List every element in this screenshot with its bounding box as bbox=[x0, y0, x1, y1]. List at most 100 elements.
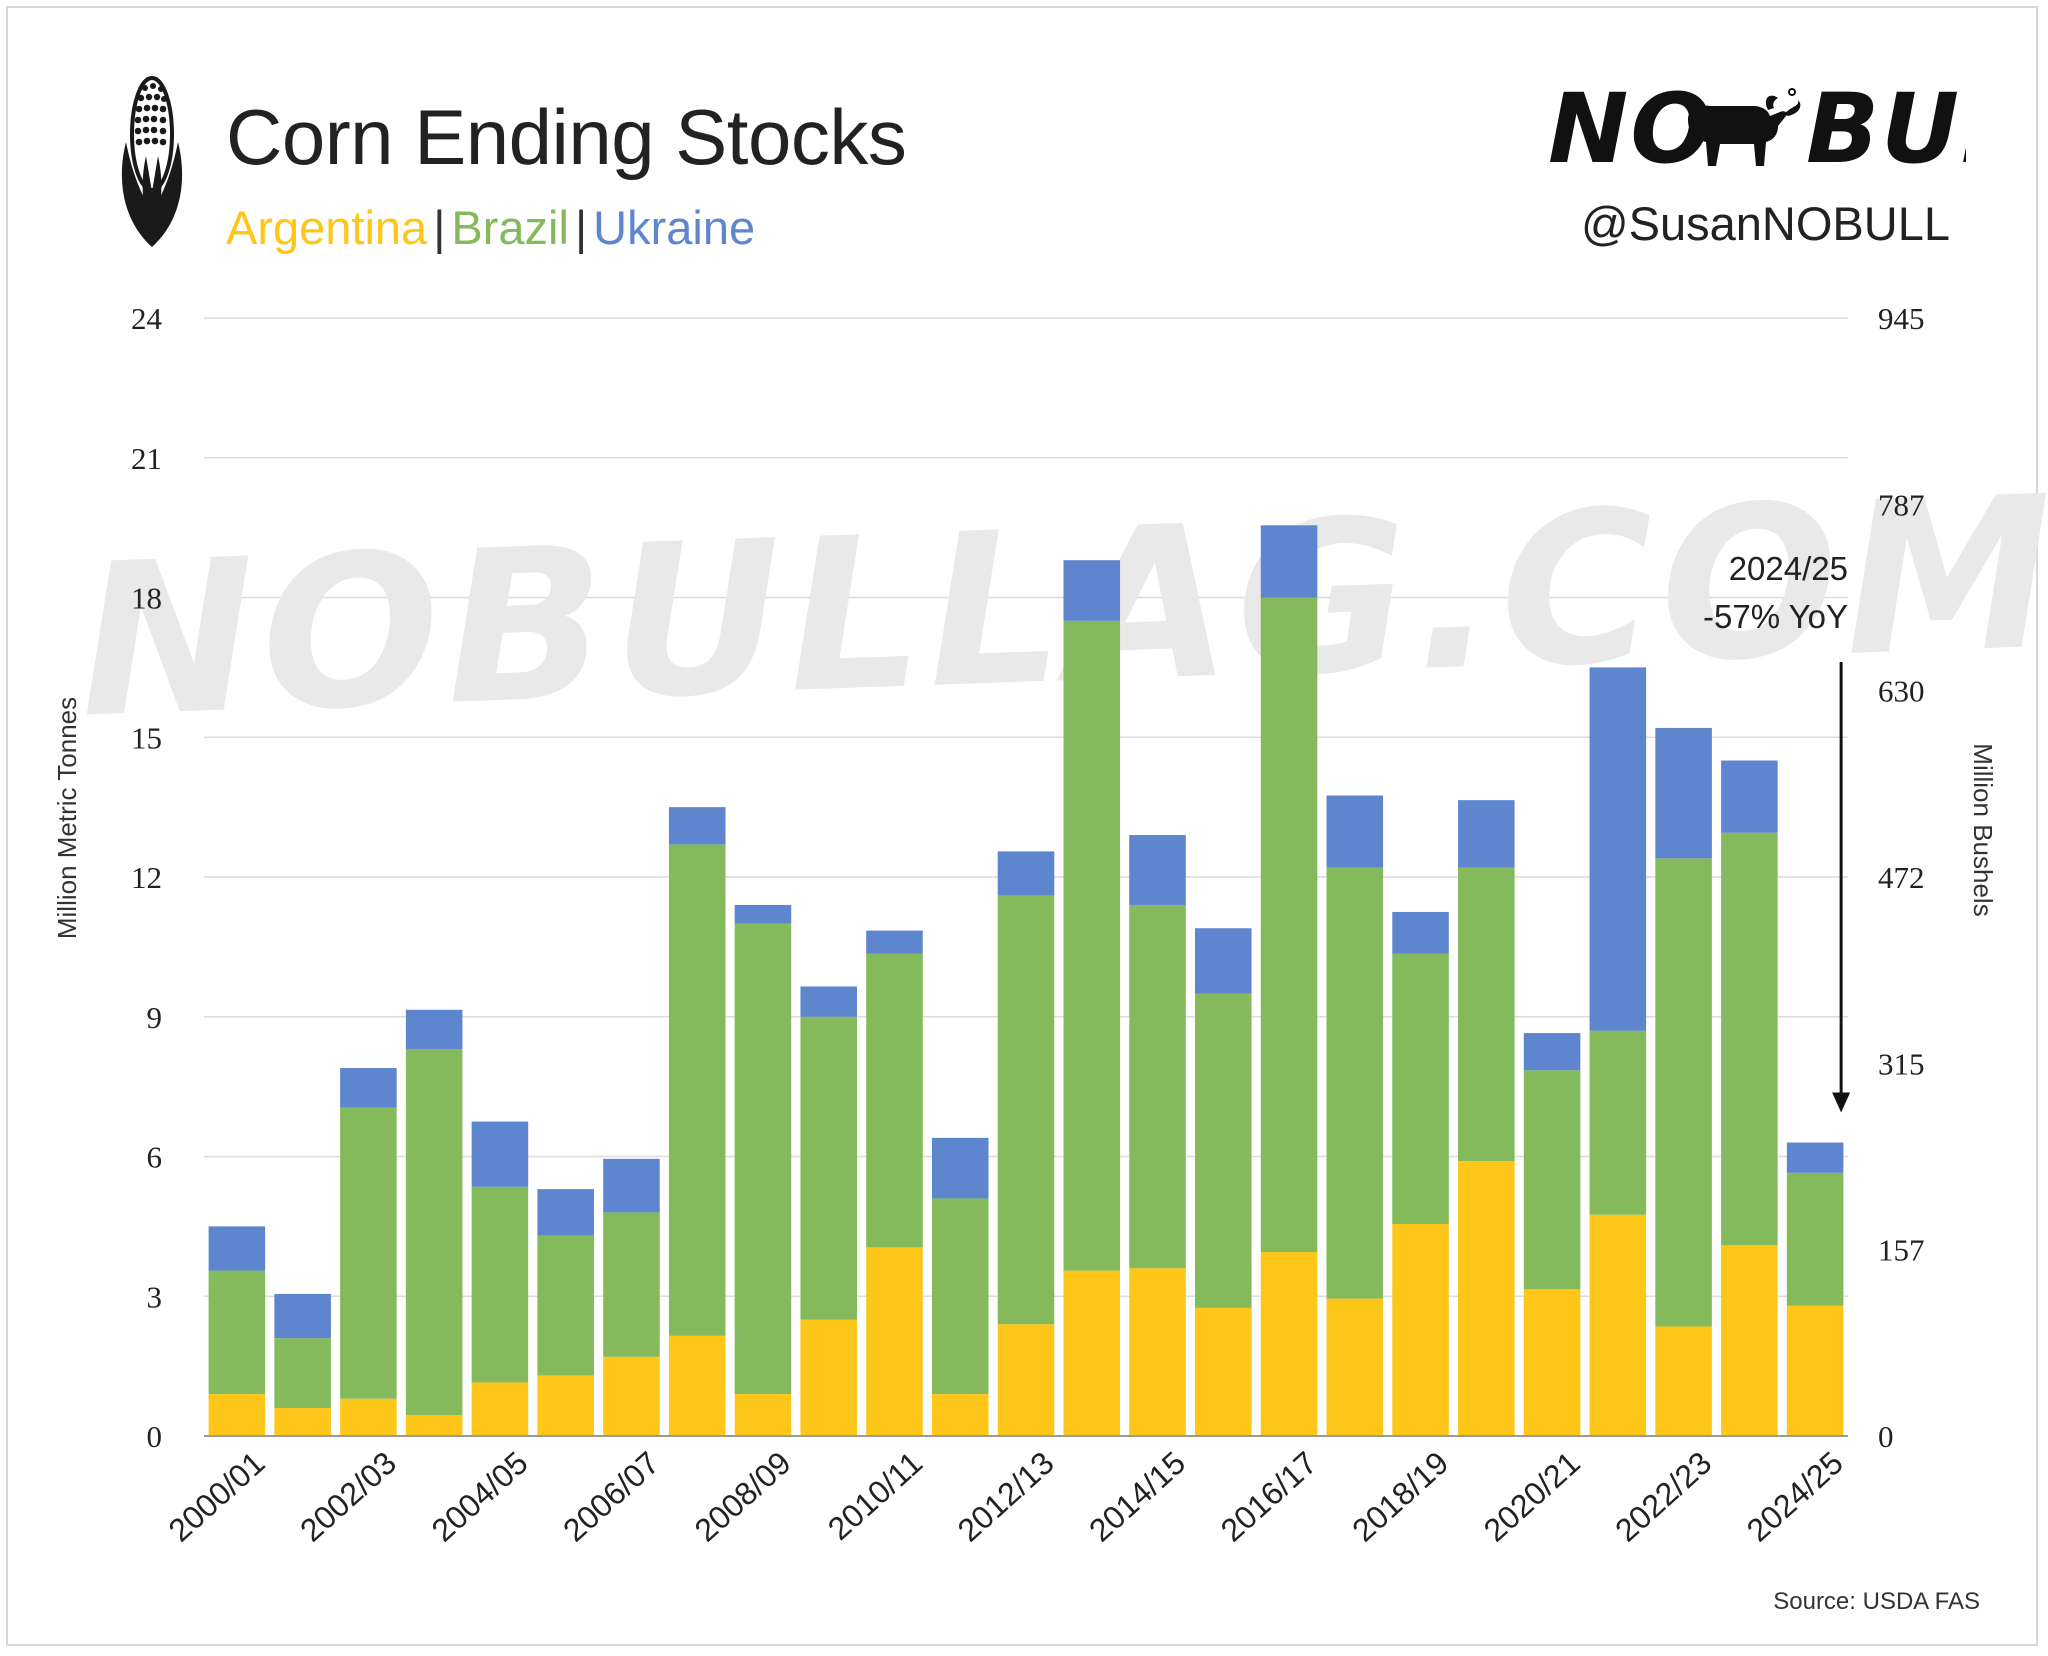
legend-brazil: Brazil bbox=[451, 201, 569, 254]
bar-argentina: 2003/04 Argentina: 0.45 bbox=[405, 1415, 463, 1436]
bar-ukraine: 2016/17 Ukraine: 1.55 bbox=[1260, 525, 1318, 598]
bar-argentina: 2005/06 Argentina: 1.3 bbox=[537, 1375, 594, 1436]
y-tick-label: 6 bbox=[147, 1140, 163, 1175]
corn-icon bbox=[121, 76, 183, 247]
x-tick-label: 2002/03 bbox=[293, 1444, 403, 1548]
bar-argentina: 2006/07 Argentina: 1.7 bbox=[603, 1356, 660, 1436]
bar-brazil: 2017/18 Brazil: 9.25 bbox=[1326, 867, 1384, 1299]
bar-brazil: 2021/22 Brazil: 3.95 bbox=[1589, 1030, 1647, 1215]
bar-ukraine: 2006/07 Ukraine: 1.15 bbox=[603, 1158, 660, 1213]
bar-argentina: 2000/01 Argentina: 0.9 bbox=[208, 1394, 266, 1436]
bar-ukraine: 2012/13 Ukraine: 0.95 bbox=[997, 851, 1055, 896]
x-tick-label: 2010/11 bbox=[821, 1444, 929, 1547]
bar-ukraine: 2017/18 Ukraine: 1.55 bbox=[1326, 795, 1384, 868]
bar-brazil: 2008/09 Brazil: 10.1 bbox=[734, 923, 792, 1395]
y2-tick-label: 315 bbox=[1878, 1046, 1925, 1081]
bar-argentina: 2002/03 Argentina: 0.8 bbox=[340, 1398, 397, 1436]
bar-ukraine: 2014/15 Ukraine: 1.5 bbox=[1129, 835, 1186, 905]
bar-brazil: 2013/14 Brazil: 13.95 bbox=[1063, 620, 1121, 1271]
bar-brazil: 2004/05 Brazil: 4.2 bbox=[471, 1186, 529, 1383]
bar-argentina: 2012/13 Argentina: 2.4 bbox=[997, 1324, 1055, 1436]
bar-brazil: 2016/17 Brazil: 14.05 bbox=[1260, 597, 1318, 1252]
annotation-label-year: 2024/25 bbox=[1729, 550, 1848, 587]
y2-tick-label: 472 bbox=[1878, 860, 1925, 895]
bar-ukraine: 2003/04 Ukraine: 0.85 bbox=[405, 1009, 463, 1050]
bar-ukraine: 2019/20 Ukraine: 1.45 bbox=[1458, 800, 1515, 868]
bar-brazil: 2005/06 Brazil: 3 bbox=[537, 1235, 594, 1376]
bar-brazil: 2012/13 Brazil: 9.2 bbox=[997, 895, 1055, 1325]
y-tick-label: 18 bbox=[131, 581, 162, 616]
legend-ukraine: Ukraine bbox=[593, 201, 756, 254]
bar-ukraine: 2022/23 Ukraine: 2.8 bbox=[1655, 727, 1712, 859]
bar-brazil: 2015/16 Brazil: 6.75 bbox=[1195, 993, 1252, 1308]
bar-ukraine: 2021/22 Ukraine: 7.8 bbox=[1589, 667, 1647, 1031]
x-tick-label: 2006/07 bbox=[556, 1444, 666, 1548]
nobull-logo: NO BULL bbox=[1548, 73, 1966, 180]
bar-ukraine: 2000/01 Ukraine: 0.95 bbox=[208, 1226, 266, 1271]
legend-separator: | bbox=[433, 201, 446, 254]
y-tick-label: 21 bbox=[131, 441, 162, 476]
chart-title: Corn Ending Stocks bbox=[226, 93, 907, 181]
y-axis-title: Million Metric Tonnes bbox=[52, 697, 82, 939]
bar-argentina: 2018/19 Argentina: 4.55 bbox=[1392, 1224, 1449, 1436]
annotation-arrow-head bbox=[1832, 1092, 1851, 1113]
x-tick-label: 2008/09 bbox=[688, 1444, 798, 1548]
bar-ukraine: 2018/19 Ukraine: 0.9 bbox=[1392, 911, 1449, 954]
bars: 2000/01 Argentina: 0.92000/01 Brazil: 2.… bbox=[208, 525, 1844, 1436]
bar-ukraine: 2001/02 Ukraine: 0.95 bbox=[274, 1293, 331, 1339]
y2-tick-label: 630 bbox=[1878, 674, 1925, 709]
bar-argentina: 2020/21 Argentina: 3.15 bbox=[1523, 1289, 1581, 1436]
bar-argentina: 2016/17 Argentina: 3.95 bbox=[1260, 1251, 1318, 1436]
y-tick-label: 12 bbox=[131, 860, 162, 895]
legend-subtitle: Argentina | Brazil | Ukraine bbox=[226, 200, 755, 255]
bar-argentina: 2023/24 Argentina: 4.1 bbox=[1721, 1245, 1778, 1436]
bar-brazil: 2024/25 Brazil: 2.85 bbox=[1786, 1172, 1844, 1306]
bar-brazil: 2006/07 Brazil: 3.1 bbox=[603, 1212, 660, 1357]
logo-text-bull: BULL bbox=[1806, 73, 1966, 180]
bar-ukraine: 2010/11 Ukraine: 0.5 bbox=[866, 930, 923, 954]
y2-axis-title: Million Bushels bbox=[1968, 743, 1998, 916]
bar-brazil: 2010/11 Brazil: 6.3 bbox=[866, 953, 923, 1248]
bar-ukraine: 2008/09 Ukraine: 0.4 bbox=[734, 904, 792, 924]
bar-ukraine: 2013/14 Ukraine: 1.3 bbox=[1063, 560, 1121, 621]
y2-tick-label: 945 bbox=[1878, 301, 1925, 336]
x-tick-label: 2020/21 bbox=[1477, 1444, 1587, 1548]
y2-tick-label: 787 bbox=[1878, 487, 1925, 522]
bar-ukraine: 2004/05 Ukraine: 1.4 bbox=[471, 1121, 529, 1187]
logo-text-no: NO bbox=[1548, 73, 1714, 180]
bar-brazil: 2014/15 Brazil: 7.8 bbox=[1129, 904, 1186, 1269]
bar-argentina: 2001/02 Argentina: 0.6 bbox=[274, 1408, 331, 1436]
bar-brazil: 2002/03 Brazil: 6.25 bbox=[340, 1107, 397, 1399]
source-note: Source: USDA FAS bbox=[1773, 1588, 1980, 1615]
y-tick-label: 9 bbox=[147, 1000, 163, 1035]
x-tick-label: 2012/13 bbox=[951, 1444, 1061, 1548]
bar-ukraine: 2009/10 Ukraine: 0.65 bbox=[800, 986, 857, 1017]
bar-brazil: 2020/21 Brazil: 4.7 bbox=[1523, 1070, 1581, 1290]
bar-ukraine: 2023/24 Ukraine: 1.55 bbox=[1721, 760, 1778, 833]
bar-brazil: 2003/04 Brazil: 7.85 bbox=[405, 1049, 463, 1416]
social-handle: @SusanNOBULL bbox=[1580, 197, 1950, 250]
bar-brazil: 2019/20 Brazil: 6.3 bbox=[1458, 867, 1515, 1162]
bar-brazil: 2009/10 Brazil: 6.5 bbox=[800, 1016, 857, 1320]
bar-brazil: 2000/01 Brazil: 2.65 bbox=[208, 1270, 266, 1395]
bar-argentina: 2021/22 Argentina: 4.75 bbox=[1589, 1214, 1647, 1436]
bar-brazil: 2007/08 Brazil: 10.55 bbox=[668, 844, 726, 1336]
bar-argentina: 2004/05 Argentina: 1.15 bbox=[471, 1382, 529, 1436]
bar-ukraine: 2015/16 Ukraine: 1.4 bbox=[1195, 928, 1252, 994]
bar-ukraine: 2002/03 Ukraine: 0.85 bbox=[340, 1067, 397, 1108]
bar-brazil: 2022/23 Brazil: 10.05 bbox=[1655, 858, 1712, 1327]
bar-argentina: 2015/16 Argentina: 2.75 bbox=[1195, 1307, 1252, 1436]
bar-brazil: 2011/12 Brazil: 4.2 bbox=[931, 1198, 989, 1395]
x-tick-label: 2024/25 bbox=[1740, 1444, 1850, 1548]
legend-separator: | bbox=[574, 201, 588, 254]
bar-argentina: 2008/09 Argentina: 0.9 bbox=[734, 1394, 792, 1436]
bar-brazil: 2023/24 Brazil: 8.85 bbox=[1721, 832, 1778, 1246]
bar-argentina: 2017/18 Argentina: 2.95 bbox=[1326, 1298, 1384, 1436]
bar-ukraine: 2011/12 Ukraine: 1.3 bbox=[931, 1137, 989, 1199]
x-tick-label: 2018/19 bbox=[1345, 1444, 1455, 1548]
y-tick-label: 0 bbox=[147, 1419, 163, 1454]
x-tick-label: 2022/23 bbox=[1608, 1444, 1718, 1548]
bar-argentina: 2011/12 Argentina: 0.9 bbox=[931, 1394, 989, 1436]
bar-argentina: 2022/23 Argentina: 2.35 bbox=[1655, 1326, 1712, 1436]
bull-icon bbox=[1688, 88, 1801, 166]
